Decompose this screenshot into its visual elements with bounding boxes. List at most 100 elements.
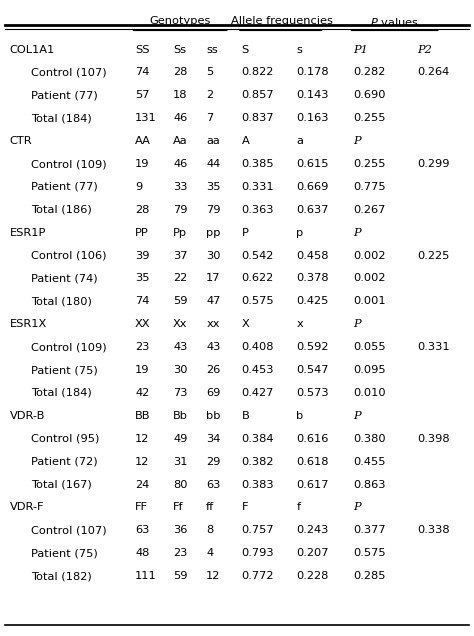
- Text: 0.264: 0.264: [417, 67, 449, 78]
- Text: CTR: CTR: [9, 136, 32, 146]
- Text: 12: 12: [206, 571, 220, 581]
- Text: 0.285: 0.285: [353, 571, 386, 581]
- Text: ss: ss: [206, 45, 218, 55]
- Text: 12: 12: [135, 434, 149, 444]
- Text: 34: 34: [206, 434, 220, 444]
- Text: 4: 4: [206, 548, 213, 558]
- Text: 0.793: 0.793: [242, 548, 274, 558]
- Text: 0.617: 0.617: [296, 480, 329, 490]
- Text: 0.837: 0.837: [242, 113, 274, 123]
- Text: A: A: [242, 136, 249, 146]
- Text: P: P: [353, 411, 361, 421]
- Text: 59: 59: [173, 571, 188, 581]
- Text: 0.618: 0.618: [296, 457, 329, 467]
- Text: P: P: [353, 502, 361, 513]
- Text: 28: 28: [135, 205, 149, 215]
- Text: f: f: [296, 502, 301, 513]
- Text: 7: 7: [206, 113, 213, 123]
- Text: 12: 12: [135, 457, 149, 467]
- Text: F: F: [242, 502, 248, 513]
- Text: PP: PP: [135, 228, 149, 238]
- Text: a: a: [296, 136, 303, 146]
- Text: 19: 19: [135, 159, 150, 169]
- Text: p: p: [296, 228, 303, 238]
- Text: 0.228: 0.228: [296, 571, 328, 581]
- Text: Pp: Pp: [173, 228, 187, 238]
- Text: 43: 43: [206, 342, 220, 352]
- Text: P: P: [353, 228, 361, 238]
- Text: 0.331: 0.331: [417, 342, 450, 352]
- Text: 0.001: 0.001: [353, 296, 386, 307]
- Text: 0.002: 0.002: [353, 251, 386, 261]
- Text: COL1A1: COL1A1: [9, 45, 55, 55]
- Text: 0.178: 0.178: [296, 67, 329, 78]
- Text: 0.338: 0.338: [417, 525, 450, 536]
- Text: 0.547: 0.547: [296, 365, 329, 375]
- Text: aa: aa: [206, 136, 220, 146]
- Text: P1: P1: [353, 45, 368, 55]
- Text: 0.408: 0.408: [242, 342, 274, 352]
- Text: VDR-F: VDR-F: [9, 502, 44, 513]
- Text: Total (182): Total (182): [31, 571, 91, 581]
- Text: 0.757: 0.757: [242, 525, 274, 536]
- Text: s: s: [296, 45, 302, 55]
- Text: 0.385: 0.385: [242, 159, 274, 169]
- Text: Ss: Ss: [173, 45, 186, 55]
- Text: 35: 35: [206, 182, 221, 192]
- Text: P: P: [353, 136, 361, 146]
- Text: 0.207: 0.207: [296, 548, 329, 558]
- Text: 0.002: 0.002: [353, 273, 386, 284]
- Text: xx: xx: [206, 319, 219, 329]
- Text: 0.616: 0.616: [296, 434, 328, 444]
- Text: 73: 73: [173, 388, 188, 398]
- Text: 0.637: 0.637: [296, 205, 329, 215]
- Text: 26: 26: [206, 365, 220, 375]
- Text: ff: ff: [206, 502, 214, 513]
- Text: 48: 48: [135, 548, 149, 558]
- Text: B: B: [242, 411, 249, 421]
- Text: 0.398: 0.398: [417, 434, 450, 444]
- Text: 30: 30: [206, 251, 221, 261]
- Text: 5: 5: [206, 67, 213, 78]
- Text: 0.622: 0.622: [242, 273, 274, 284]
- Text: 0.772: 0.772: [242, 571, 274, 581]
- Text: 0.615: 0.615: [296, 159, 329, 169]
- Text: BB: BB: [135, 411, 151, 421]
- Text: 0.455: 0.455: [353, 457, 386, 467]
- Text: Total (167): Total (167): [31, 480, 91, 490]
- Text: 0.143: 0.143: [296, 90, 329, 100]
- Text: 74: 74: [135, 296, 149, 307]
- Text: Control (107): Control (107): [31, 67, 107, 78]
- Text: P: P: [353, 319, 361, 329]
- Text: Patient (75): Patient (75): [31, 365, 98, 375]
- Text: 79: 79: [206, 205, 221, 215]
- Text: 24: 24: [135, 480, 149, 490]
- Text: pp: pp: [206, 228, 221, 238]
- Text: x: x: [296, 319, 303, 329]
- Text: 59: 59: [173, 296, 188, 307]
- Text: Total (180): Total (180): [31, 296, 91, 307]
- Text: 0.163: 0.163: [296, 113, 329, 123]
- Text: 44: 44: [206, 159, 220, 169]
- Text: 22: 22: [173, 273, 187, 284]
- Text: 0.267: 0.267: [353, 205, 385, 215]
- Text: 0.575: 0.575: [353, 548, 386, 558]
- Text: 9: 9: [135, 182, 142, 192]
- Text: $\it{P}$ values: $\it{P}$ values: [370, 16, 419, 28]
- Text: 49: 49: [173, 434, 187, 444]
- Text: Ff: Ff: [173, 502, 183, 513]
- Text: Patient (74): Patient (74): [31, 273, 98, 284]
- Text: Patient (72): Patient (72): [31, 457, 98, 467]
- Text: 42: 42: [135, 388, 149, 398]
- Text: Total (186): Total (186): [31, 205, 91, 215]
- Text: 0.331: 0.331: [242, 182, 274, 192]
- Text: 0.363: 0.363: [242, 205, 274, 215]
- Text: Patient (77): Patient (77): [31, 182, 98, 192]
- Text: Patient (77): Patient (77): [31, 90, 98, 100]
- Text: Allele frequencies: Allele frequencies: [231, 16, 333, 26]
- Text: 0.255: 0.255: [353, 159, 386, 169]
- Text: 0.690: 0.690: [353, 90, 386, 100]
- Text: 0.458: 0.458: [296, 251, 329, 261]
- Text: VDR-B: VDR-B: [9, 411, 45, 421]
- Text: b: b: [296, 411, 303, 421]
